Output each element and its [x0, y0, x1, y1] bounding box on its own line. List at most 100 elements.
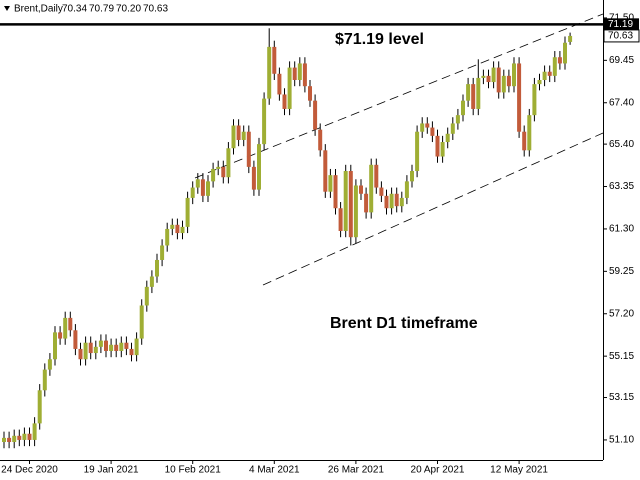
candle-body — [466, 84, 471, 101]
annotation: Brent D1 timeframe — [330, 315, 478, 332]
y-tick-label: 61.30 — [609, 224, 634, 235]
y-tick-label: 71.50 — [609, 13, 634, 24]
candle-body — [257, 144, 261, 190]
candle-body — [104, 340, 108, 351]
candle-body — [522, 131, 527, 151]
candle-body — [58, 332, 63, 339]
candle-body — [308, 86, 312, 101]
price-tag-label: 70.63 — [608, 31, 633, 42]
candle-body — [83, 342, 88, 360]
candle-body — [93, 346, 98, 354]
candle-body — [404, 181, 409, 198]
candle-body — [236, 125, 241, 140]
candle-body — [297, 63, 302, 80]
candle-body — [190, 187, 195, 198]
x-tick-label: 20 Apr 2021 — [411, 465, 465, 476]
candle-body — [78, 348, 83, 360]
candle-body — [221, 166, 226, 178]
candle-body — [440, 142, 445, 157]
x-tick-label: 26 Mar 2021 — [328, 465, 385, 476]
candle-body — [476, 77, 481, 109]
candle-body — [231, 125, 236, 149]
candle-body — [379, 187, 384, 196]
candle-body — [139, 305, 144, 339]
candle-body — [134, 338, 139, 356]
candle-body — [552, 57, 557, 76]
symbol-label: Brent,Daily — [14, 4, 63, 15]
candle-body — [568, 35, 573, 42]
candle-body — [7, 437, 12, 443]
x-tick-label: 12 May 2021 — [490, 465, 548, 476]
candle-body — [124, 342, 129, 349]
price-tag — [603, 29, 640, 43]
level-tag-label: 71.19 — [608, 19, 633, 30]
candle-body — [251, 166, 256, 190]
y-tick-label: 55.15 — [609, 351, 634, 362]
candle-body — [226, 148, 231, 178]
candle-body — [206, 181, 210, 196]
candle-body — [277, 73, 282, 95]
open-label: 70.34 — [62, 4, 87, 15]
candle-body — [42, 369, 47, 391]
candle-body — [12, 435, 17, 443]
low-label: 70.20 — [116, 4, 141, 15]
candle-body — [185, 197, 190, 227]
high-label: 70.79 — [89, 4, 114, 15]
candle-body — [369, 164, 374, 213]
candle-body — [160, 245, 165, 260]
candle-body — [537, 79, 542, 85]
candle-body — [32, 423, 37, 440]
candle-body — [22, 433, 27, 440]
level-tag — [604, 18, 639, 31]
candle-body — [287, 67, 292, 109]
candle-body — [491, 67, 496, 83]
candle-body — [532, 84, 537, 116]
candle-body — [435, 135, 440, 157]
candle-body — [542, 71, 547, 80]
candle-body — [129, 348, 134, 356]
dropdown-arrow — [4, 6, 10, 11]
candle-body — [17, 435, 22, 440]
candle-body — [445, 133, 450, 143]
candle-body — [425, 123, 430, 128]
candle-body — [144, 286, 149, 306]
y-tick-label: 51.10 — [609, 435, 634, 446]
candle-body — [501, 75, 506, 93]
candle-body — [282, 94, 287, 109]
candle-body — [471, 84, 476, 109]
x-tick-label: 10 Feb 2021 — [165, 465, 222, 476]
candle-body — [563, 42, 567, 64]
candle-body — [481, 75, 486, 78]
candle-body — [63, 317, 68, 339]
candle-body — [420, 123, 425, 132]
candle-body — [53, 332, 57, 360]
y-tick-label: 67.40 — [609, 97, 634, 108]
candle-body — [364, 193, 369, 213]
close-label: 70.63 — [143, 4, 168, 15]
candle-body — [318, 129, 323, 151]
y-tick-label: 53.15 — [609, 392, 634, 403]
candle-body — [302, 63, 307, 87]
candle-body — [461, 100, 465, 116]
upper-channel-line — [194, 13, 604, 179]
candle-body — [486, 75, 491, 83]
candle-body — [343, 171, 348, 232]
candle-body — [68, 317, 73, 331]
y-tick-label: 65.40 — [609, 139, 634, 150]
candle-body — [496, 67, 501, 93]
candle-body — [547, 71, 552, 76]
candle-body — [517, 63, 522, 132]
candle-body — [109, 344, 114, 351]
y-tick-label: 57.20 — [609, 308, 634, 319]
candle-body — [455, 115, 460, 124]
candle-body — [506, 75, 511, 87]
candle-body — [557, 57, 562, 64]
candle-body — [323, 150, 328, 192]
candle-body — [353, 185, 358, 238]
candle-body — [338, 208, 343, 232]
y-tick-label: 59.25 — [609, 266, 634, 277]
candle-body — [180, 226, 185, 234]
candle-body — [399, 197, 404, 207]
x-tick-label: 19 Jan 2021 — [84, 465, 139, 476]
